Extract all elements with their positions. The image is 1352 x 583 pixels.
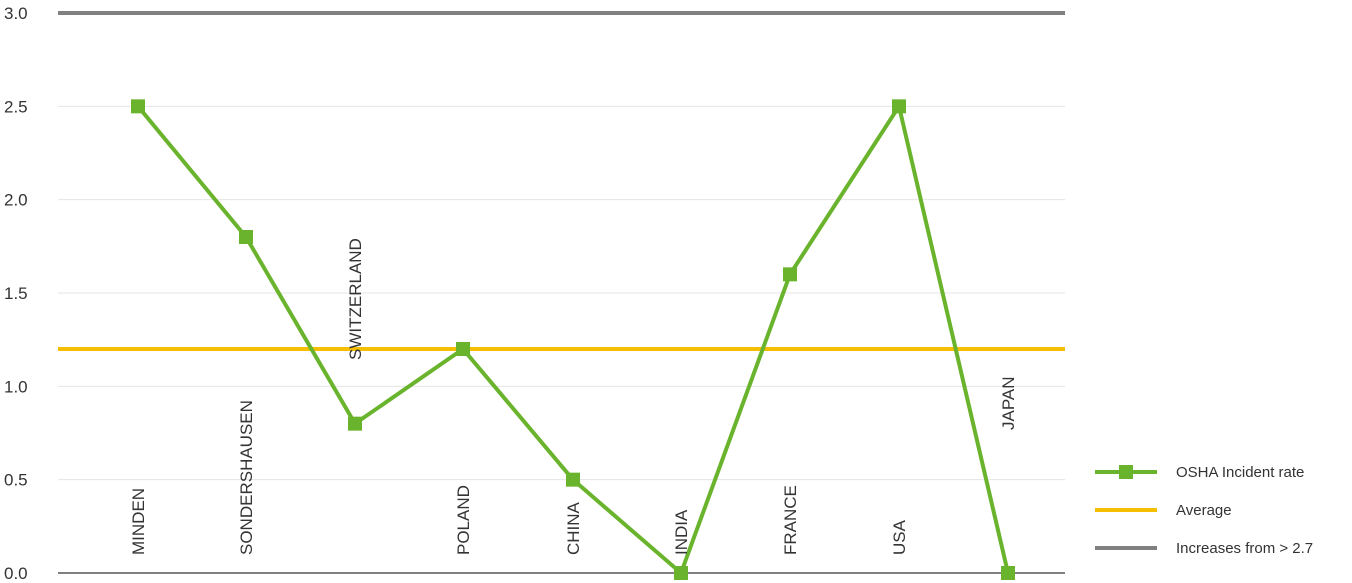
- gridlines: [58, 12, 1065, 574]
- data-point: [674, 566, 688, 580]
- legend-label: OSHA Incident rate: [1176, 464, 1304, 481]
- category-label: SWITZERLAND: [346, 238, 365, 360]
- data-point: [456, 342, 470, 356]
- category-label: FRANCE: [781, 485, 800, 555]
- y-tick-label: 0.0: [4, 564, 28, 583]
- category-label: JAPAN: [999, 376, 1018, 430]
- data-point: [348, 416, 362, 431]
- legend-label: Increases from > 2.7: [1176, 540, 1313, 557]
- data-point: [783, 267, 797, 282]
- category-label: USA: [890, 519, 909, 555]
- y-tick-label: 0.5: [4, 471, 28, 490]
- data-point: [566, 472, 580, 487]
- category-label: INDIA: [672, 509, 691, 555]
- y-tick-label: 2.0: [4, 191, 28, 210]
- category-label: POLAND: [454, 485, 473, 555]
- y-axis-ticks: 3.0 2.5 2.0 1.5 1.0 0.5 0.0: [4, 4, 28, 583]
- y-tick-label: 3.0: [4, 4, 28, 23]
- category-label: SONDERSHAUSEN: [237, 400, 256, 555]
- reference-lines: [58, 11, 1065, 351]
- y-tick-label: 1.0: [4, 377, 28, 396]
- legend: OSHA Incident rate Average Increases from …: [1095, 464, 1313, 557]
- legend-label: Average: [1176, 502, 1232, 519]
- category-label: MINDEN: [129, 488, 148, 555]
- data-point: [892, 99, 906, 114]
- data-point: [239, 230, 253, 244]
- category-label: CHINA: [564, 501, 583, 555]
- y-tick-label: 1.5: [4, 284, 28, 303]
- y-tick-label: 2.5: [4, 97, 28, 116]
- series-points: [131, 99, 1015, 580]
- legend-marker: [1119, 465, 1133, 479]
- data-point: [131, 99, 145, 114]
- category-labels: MINDEN SONDERSHAUSEN SWITZERLAND POLAND CHIN…: [129, 238, 1018, 555]
- data-point: [1001, 566, 1015, 580]
